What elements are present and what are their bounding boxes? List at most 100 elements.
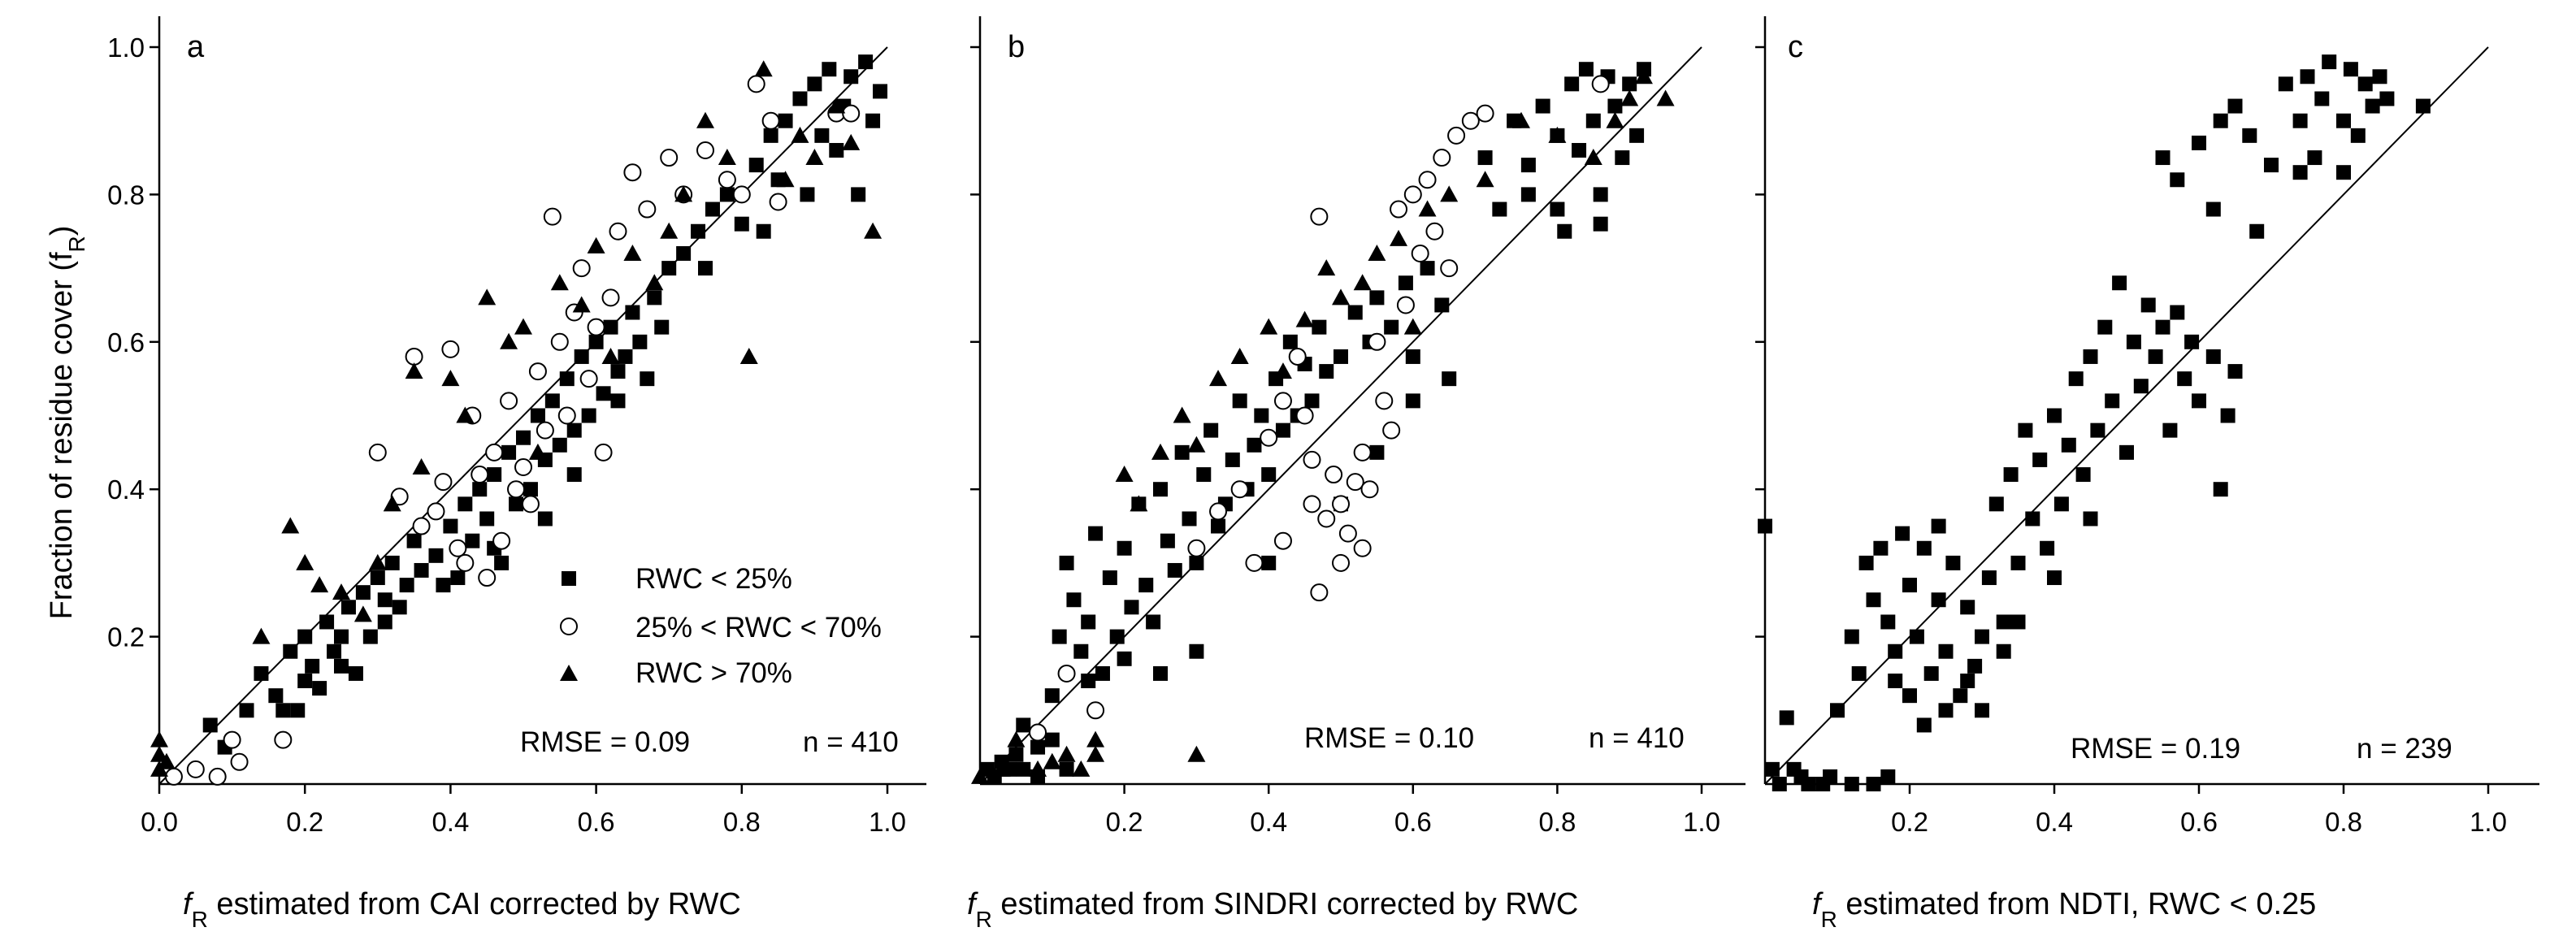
data-point-triangle (353, 605, 372, 622)
data-point-square (661, 261, 677, 276)
panel-b-n: n = 410 (1589, 722, 1685, 754)
data-point-square (1880, 614, 1896, 630)
data-point-circle (601, 288, 620, 307)
data-point-triangle (1072, 760, 1091, 777)
data-point-square (2336, 165, 2351, 180)
data-point-triangle (674, 185, 693, 202)
data-point-square (334, 629, 349, 644)
data-point-circle (274, 730, 293, 749)
data-point-triangle (1086, 745, 1105, 762)
data-point-triangle (1512, 111, 1530, 128)
data-point-circle (557, 406, 576, 425)
data-point-triangle (1260, 318, 1278, 335)
data-point-square (1960, 600, 1975, 615)
data-point-square (1945, 555, 1961, 570)
data-point-square (2025, 511, 2040, 526)
y-tick-label: 0.4 (107, 474, 145, 505)
data-point-square (414, 562, 429, 578)
data-point-circle (1390, 200, 1408, 219)
panel-a-rmse: RMSE = 0.09 (520, 726, 690, 758)
data-point-square (610, 364, 626, 379)
data-point-circle (1325, 466, 1343, 484)
data-point-circle (536, 421, 554, 440)
data-point-square (392, 600, 407, 615)
data-point-square (465, 533, 480, 548)
data-point-circle (449, 539, 467, 557)
data-point-square (312, 681, 327, 696)
data-point-square (2061, 437, 2076, 453)
data-point-square (1938, 703, 1954, 718)
data-point-triangle (1606, 111, 1624, 128)
data-point-circle (1360, 480, 1379, 499)
data-point-square (1059, 555, 1074, 570)
data-point-square (501, 444, 517, 460)
data-point-square (297, 674, 313, 689)
data-point-square (1593, 216, 1608, 232)
data-point-square (763, 128, 778, 143)
data-point-square (458, 496, 473, 512)
data-point-triangle (1634, 67, 1653, 84)
data-point-square (814, 128, 830, 143)
data-point-square (283, 644, 298, 659)
data-point-square (1996, 644, 2011, 659)
data-point-square (544, 393, 560, 409)
data-point-square (2090, 422, 2105, 438)
data-point-circle (1425, 222, 1444, 240)
data-point-square (290, 703, 306, 718)
data-point-triangle (1403, 318, 1422, 335)
data-point-triangle (805, 149, 824, 166)
data-point-circle (368, 443, 387, 462)
data-point-circle (1591, 75, 1610, 93)
data-point-triangle (368, 553, 387, 570)
data-point-triangle (1656, 89, 1675, 106)
data-point-square (2213, 113, 2228, 128)
data-point-square (1153, 482, 1168, 497)
data-point-circle (732, 185, 751, 204)
data-point-circle (1447, 126, 1466, 145)
data-point-square (1909, 629, 1924, 644)
x-tick-label: 0.4 (1250, 807, 1287, 837)
data-point-square (1902, 688, 1917, 704)
data-point-square (676, 245, 692, 261)
data-point-circle (1310, 207, 1329, 226)
data-point-circle (521, 495, 540, 514)
data-point-square (1981, 570, 1997, 586)
data-point-square (530, 408, 545, 423)
data-point-triangle (754, 60, 773, 77)
data-point-square (340, 600, 356, 615)
data-point-circle (412, 517, 431, 535)
legend-square-marker (562, 571, 576, 586)
data-point-square (851, 187, 866, 202)
data-point-triangle (296, 553, 314, 570)
data-point-square (2010, 614, 2026, 630)
data-point-square (348, 665, 363, 681)
data-point-square (2112, 275, 2127, 291)
data-point-square (1189, 644, 1204, 659)
data-point-triangle (252, 627, 271, 644)
panel-c-letter: c (1788, 30, 1803, 64)
data-point-square (1405, 393, 1420, 409)
data-point-square (1247, 437, 1262, 453)
data-point-circle (1396, 296, 1415, 314)
x-tick-label: 0.4 (2036, 807, 2073, 837)
data-point-square (734, 216, 749, 232)
data-point-square (1988, 496, 2004, 512)
data-point-square (566, 422, 582, 438)
data-point-circle (1382, 421, 1401, 440)
data-point-square (523, 482, 538, 497)
data-point-square (1520, 158, 1536, 173)
data-point-square (305, 658, 320, 674)
data-point-square (1758, 518, 1772, 534)
data-point-circle (623, 163, 642, 182)
data-point-square (581, 408, 596, 423)
data-point-square (858, 54, 874, 70)
data-point-square (822, 62, 837, 77)
data-point-square (334, 658, 349, 674)
data-point-square (596, 386, 611, 401)
data-point-circle (761, 111, 780, 130)
data-point-square (603, 319, 618, 335)
y-tick-label: 1.0 (107, 32, 145, 63)
x-tick-label: 0.8 (723, 807, 761, 837)
data-point-triangle (1418, 200, 1437, 217)
data-point-triangle (1620, 89, 1639, 106)
